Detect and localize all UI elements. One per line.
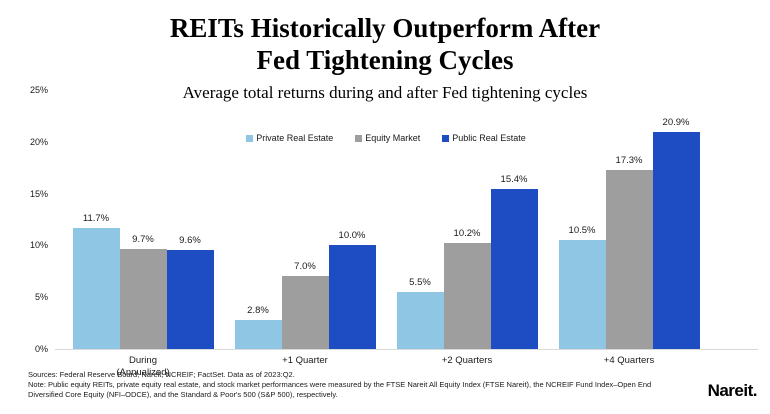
bar-value-label: 9.7%: [132, 233, 154, 245]
bar-column: 11.7%: [72, 212, 120, 349]
bar-column: 17.3%: [605, 154, 653, 349]
bar: [558, 240, 606, 349]
bar-column: 10.5%: [558, 225, 606, 349]
bar: [234, 320, 282, 349]
x-axis-label: +1 Quarter: [282, 355, 328, 366]
chart-title-line1: REITs Historically Outperform After: [169, 13, 601, 43]
bar-value-label: 7.0%: [294, 261, 316, 273]
note-text: Note: Public equity REITs, private equit…: [28, 380, 652, 399]
bar: [396, 292, 444, 349]
legend: Private Real Estate Equity Market Public R…: [62, 133, 710, 143]
legend-item: Private Real Estate: [246, 133, 333, 143]
bar-value-label: 2.8%: [247, 305, 269, 316]
footer: Sources: Federal Reserve Board; Nareit; …: [28, 369, 678, 400]
bar-column: 20.9%: [652, 117, 700, 349]
bar: [443, 243, 491, 349]
legend-item: Public Real Estate: [442, 133, 526, 143]
x-axis-label: During (Annualized): [116, 355, 170, 378]
legend-label: Public Real Estate: [452, 133, 526, 143]
bar-group: 11.7% 9.7% 9.6%: [62, 90, 224, 349]
y-tick-label: 10%: [29, 240, 48, 251]
bar: [281, 276, 329, 349]
bar-column: 9.6%: [166, 234, 214, 349]
y-tick-label: 15%: [29, 188, 48, 199]
bar-value-label: 5.5%: [409, 277, 431, 289]
plot-area: 11.7% 9.7% 9.6% 2.8% 7.0% 10.0% 5.5% 10.2% 15.4%…: [62, 90, 710, 349]
bar-group: 2.8% 7.0% 10.0%: [224, 90, 386, 349]
y-tick-label: 0%: [34, 344, 48, 354]
bar: [119, 248, 167, 349]
x-axis-label: +2 Quarters: [441, 355, 493, 366]
bar-value-label: 10.0%: [338, 230, 366, 242]
bar: [652, 132, 700, 349]
x-axis-label: +4 Quarters: [603, 355, 655, 366]
x-axis-line: [55, 349, 758, 350]
nareit-logo: Nareit.: [707, 381, 758, 400]
bar-column: 7.0%: [281, 261, 329, 349]
bar-column: 5.5%: [396, 277, 444, 349]
legend-label: Equity Market: [365, 133, 421, 143]
chart-subtitle: Average total returns during and after F…: [182, 83, 588, 102]
bar-column: 9.7%: [119, 233, 167, 349]
bar-group: 5.5% 10.2% 15.4%: [386, 90, 548, 349]
bar-value-label: 15.4%: [500, 174, 528, 186]
bar-value-label: 10.2%: [453, 228, 481, 240]
bar: [72, 227, 120, 349]
x-axis-labels: During (Annualized) +1 Quarter +2 Quarters…: [62, 355, 710, 379]
legend-swatch: [442, 134, 450, 142]
bar-column: 15.4%: [490, 174, 538, 349]
bar-group: 10.5% 17.3% 20.9%: [548, 90, 710, 349]
bar: [490, 189, 538, 349]
y-tick-label: 25%: [29, 85, 48, 95]
bar-column: 10.2%: [443, 228, 491, 349]
bar-value-label: 9.6%: [179, 234, 201, 246]
legend-item: Equity Market: [355, 133, 420, 143]
chart-title: REITs Historically Outperform After Fed T…: [0, 12, 770, 77]
y-axis-labels: 0% 5% 10% 15% 20% 25%: [0, 85, 48, 354]
bar: [166, 249, 214, 349]
bar-value-label: 20.9%: [662, 117, 690, 129]
legend-label: Private Real Estate: [256, 133, 334, 143]
y-tick-label: 20%: [29, 136, 48, 147]
legend-swatch: [246, 134, 254, 142]
bar: [328, 245, 376, 349]
bar-value-label: 10.5%: [568, 225, 596, 237]
bar: [605, 169, 653, 349]
y-tick-label: 5%: [34, 292, 48, 303]
legend-swatch: [355, 134, 363, 142]
bar-column: 2.8%: [234, 305, 282, 349]
bar-column: 10.0%: [328, 230, 376, 349]
bar-value-label: 17.3%: [615, 154, 643, 166]
bar-value-label: 11.7%: [82, 212, 110, 224]
chart-title-line2: Fed Tightening Cycles: [256, 45, 514, 76]
sources-text: Sources: Federal Reserve Board; Nareit; …: [28, 370, 295, 379]
